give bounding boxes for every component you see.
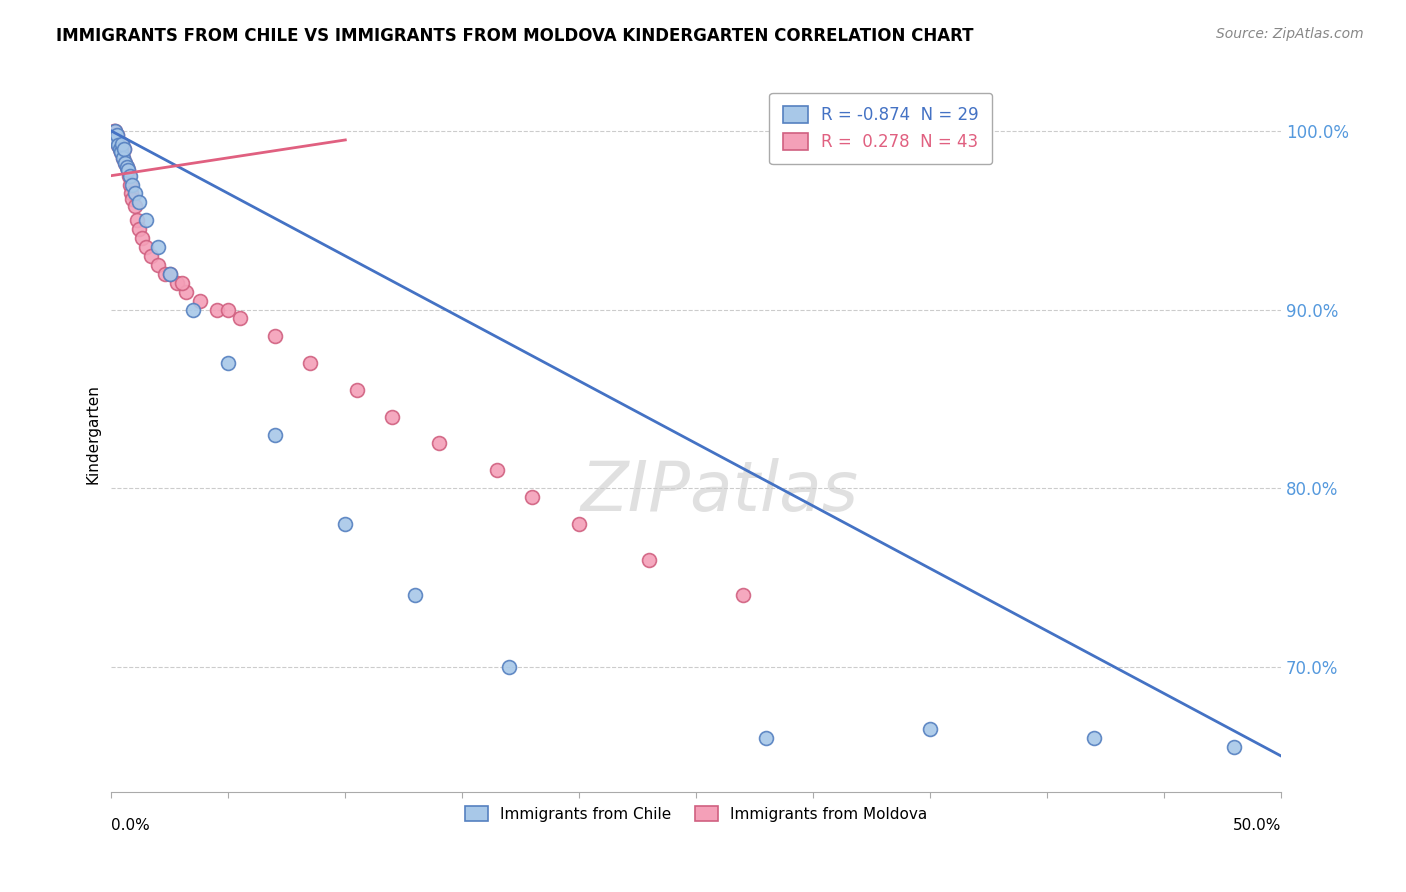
Point	[124, 186, 146, 201]
Point	[115, 160, 138, 174]
Point	[299, 356, 322, 370]
Y-axis label: Kindergarten: Kindergarten	[86, 384, 100, 484]
Point	[120, 178, 142, 192]
Point	[112, 151, 135, 165]
Point	[127, 213, 149, 227]
Point	[135, 213, 157, 227]
Point	[522, 490, 544, 504]
Text: ZIPatlas: ZIPatlas	[581, 458, 859, 525]
Point	[107, 138, 129, 153]
Point	[1223, 739, 1246, 754]
Point	[120, 186, 142, 201]
Point	[107, 138, 129, 153]
Point	[128, 222, 150, 236]
Point	[405, 588, 427, 602]
Point	[159, 267, 181, 281]
Point	[346, 383, 368, 397]
Point	[111, 136, 134, 151]
Point	[264, 427, 287, 442]
Point	[148, 240, 170, 254]
Point	[731, 588, 754, 602]
Point	[217, 302, 239, 317]
Point	[105, 128, 128, 142]
Point	[264, 329, 287, 343]
Point	[155, 267, 177, 281]
Point	[115, 160, 138, 174]
Point	[141, 249, 163, 263]
Point	[568, 516, 591, 531]
Point	[124, 199, 146, 213]
Point	[229, 311, 252, 326]
Point	[148, 258, 170, 272]
Point	[120, 169, 142, 183]
Point	[638, 552, 661, 566]
Point	[108, 142, 131, 156]
Point	[121, 178, 143, 192]
Point	[131, 231, 153, 245]
Point	[117, 163, 139, 178]
Point	[112, 151, 135, 165]
Point	[108, 142, 131, 156]
Point	[103, 124, 125, 138]
Point	[755, 731, 778, 745]
Point	[114, 156, 136, 170]
Point	[174, 285, 197, 299]
Text: IMMIGRANTS FROM CHILE VS IMMIGRANTS FROM MOLDOVA KINDERGARTEN CORRELATION CHART: IMMIGRANTS FROM CHILE VS IMMIGRANTS FROM…	[56, 27, 974, 45]
Point	[118, 169, 141, 183]
Point	[135, 240, 157, 254]
Point	[105, 128, 128, 142]
Point	[104, 124, 127, 138]
Point	[128, 195, 150, 210]
Point	[498, 659, 520, 673]
Point	[205, 302, 228, 317]
Point	[105, 133, 128, 147]
Point	[335, 516, 357, 531]
Point	[112, 142, 135, 156]
Point	[486, 463, 509, 477]
Point	[427, 436, 450, 450]
Point	[181, 302, 204, 317]
Point	[166, 276, 188, 290]
Text: 50.0%: 50.0%	[1233, 819, 1281, 833]
Text: Source: ZipAtlas.com: Source: ZipAtlas.com	[1216, 27, 1364, 41]
Point	[104, 124, 127, 138]
Point	[217, 356, 239, 370]
Point	[381, 409, 404, 424]
Point	[1083, 731, 1105, 745]
Point	[188, 293, 211, 308]
Point	[105, 133, 128, 147]
Point	[159, 267, 181, 281]
Point	[117, 163, 139, 178]
Point	[121, 192, 143, 206]
Point	[111, 136, 134, 151]
Point	[112, 142, 135, 156]
Point	[110, 145, 132, 160]
Text: 0.0%: 0.0%	[111, 819, 150, 833]
Point	[920, 722, 942, 736]
Point	[110, 145, 132, 160]
Legend: Immigrants from Chile, Immigrants from Moldova: Immigrants from Chile, Immigrants from M…	[453, 794, 939, 834]
Point	[114, 156, 136, 170]
Point	[170, 276, 193, 290]
